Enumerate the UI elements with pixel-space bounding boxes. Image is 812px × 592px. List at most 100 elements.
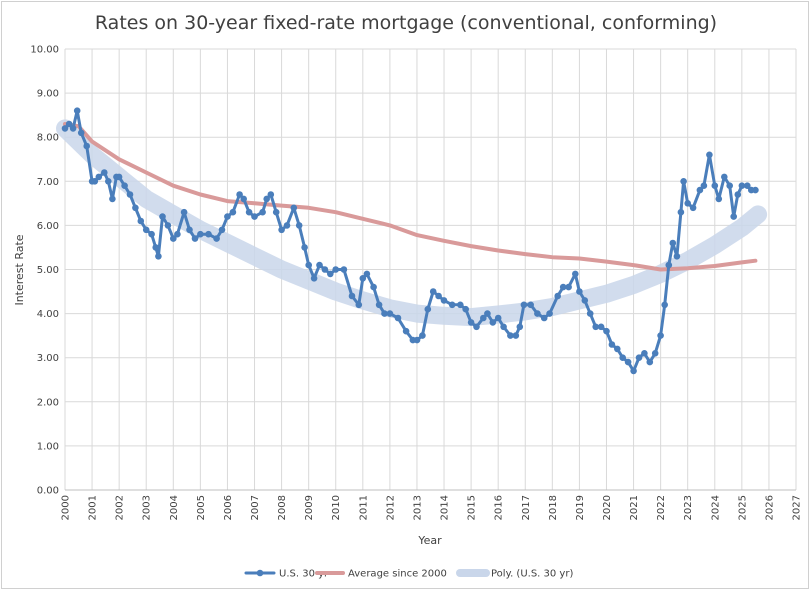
data-point bbox=[321, 266, 329, 273]
data-point bbox=[559, 283, 567, 291]
data-point bbox=[278, 226, 285, 234]
data-point bbox=[730, 213, 737, 220]
y-tick-label: 6.00 bbox=[37, 221, 59, 232]
data-point bbox=[137, 217, 145, 225]
data-point bbox=[370, 283, 377, 291]
x-tick-label: 2019 bbox=[575, 495, 586, 520]
data-point bbox=[105, 178, 112, 185]
y-tick-label: 3.00 bbox=[37, 353, 59, 364]
data-point bbox=[512, 332, 520, 339]
legend-item-u-s-30-yr: U.S. 30 yr bbox=[244, 569, 329, 580]
data-point bbox=[413, 336, 421, 344]
data-point bbox=[534, 310, 541, 317]
data-point bbox=[744, 182, 751, 189]
data-point bbox=[375, 301, 383, 309]
data-point bbox=[69, 125, 77, 132]
x-tick-label: 2018 bbox=[548, 495, 559, 520]
data-point bbox=[115, 173, 123, 181]
data-point bbox=[205, 230, 212, 238]
data-point bbox=[180, 208, 188, 216]
data-point bbox=[480, 314, 487, 322]
data-point bbox=[489, 319, 497, 326]
legend-marker bbox=[256, 569, 264, 577]
data-point bbox=[473, 323, 480, 331]
data-point bbox=[305, 261, 313, 269]
x-tick-label: 2024 bbox=[710, 495, 721, 520]
data-point bbox=[245, 208, 253, 216]
data-point bbox=[608, 341, 616, 348]
x-tick-label: 2002 bbox=[115, 495, 126, 520]
data-point bbox=[565, 283, 572, 291]
x-tick-label: 2015 bbox=[467, 495, 478, 520]
data-point bbox=[677, 208, 685, 216]
data-point bbox=[726, 182, 733, 189]
data-point bbox=[61, 125, 69, 132]
x-tick-label: 2003 bbox=[142, 495, 153, 520]
data-point bbox=[669, 239, 677, 247]
y-tick-label: 7.00 bbox=[37, 177, 59, 188]
x-tick-label: 2020 bbox=[602, 495, 613, 520]
data-point bbox=[218, 226, 226, 234]
axes: 0.00 1.00 2.00 3.00 4.00 5.00 6.00 7.00 8.00 9.00… bbox=[30, 45, 802, 521]
x-tick-label: 2023 bbox=[683, 495, 694, 520]
x-tick-label: 2001 bbox=[88, 495, 99, 520]
legend-item-average-since-2000: Average since 2000 bbox=[315, 569, 447, 580]
legend-label: Average since 2000 bbox=[348, 569, 447, 580]
x-tick-label: 2010 bbox=[331, 495, 342, 520]
data-point bbox=[641, 350, 648, 357]
data-point bbox=[651, 350, 659, 357]
data-point bbox=[661, 301, 668, 309]
x-tick-label: 2000 bbox=[61, 495, 72, 520]
data-point bbox=[603, 327, 610, 335]
data-point bbox=[327, 270, 334, 278]
x-tick-label: 2009 bbox=[304, 495, 315, 520]
series-line-average-since-2000 bbox=[63, 122, 758, 272]
y-axis-label: Interest Rate bbox=[13, 234, 26, 305]
x-tick-label: 2016 bbox=[494, 495, 505, 520]
data-point bbox=[592, 323, 599, 331]
x-tick-label: 2013 bbox=[412, 495, 423, 520]
y-tick-label: 2.00 bbox=[37, 397, 59, 408]
data-point bbox=[121, 182, 128, 189]
data-point bbox=[520, 301, 528, 309]
data-point bbox=[159, 213, 166, 220]
data-point bbox=[272, 208, 280, 216]
data-point bbox=[696, 186, 704, 194]
data-point bbox=[752, 186, 759, 194]
data-point bbox=[684, 200, 691, 207]
data-point bbox=[715, 195, 723, 203]
data-point bbox=[83, 142, 90, 150]
data-point bbox=[673, 252, 681, 260]
data-point bbox=[213, 235, 220, 242]
data-point bbox=[132, 204, 139, 212]
data-point bbox=[540, 314, 548, 322]
x-tick-label: 2021 bbox=[629, 495, 640, 520]
data-point bbox=[263, 195, 271, 203]
data-point bbox=[546, 310, 553, 317]
data-point bbox=[332, 266, 340, 273]
data-point bbox=[484, 310, 491, 317]
y-tick-label: 10.00 bbox=[30, 45, 59, 56]
data-point bbox=[310, 275, 318, 282]
data-point bbox=[419, 332, 426, 339]
legend-label: Poly. (U.S. 30 yr) bbox=[491, 569, 573, 580]
data-point bbox=[619, 354, 626, 362]
legend: U.S. 30 yr Average since 2000 Poly. (U.S. … bbox=[244, 569, 573, 580]
data-point bbox=[554, 292, 561, 300]
x-tick-label: 2005 bbox=[196, 495, 207, 520]
data-point bbox=[340, 266, 348, 273]
data-point bbox=[290, 204, 298, 212]
data-point bbox=[646, 358, 654, 366]
data-point bbox=[316, 261, 323, 269]
data-point bbox=[527, 301, 534, 309]
chart-title: Rates on 30-year fixed-rate mortgage (co… bbox=[95, 12, 717, 34]
data-point bbox=[348, 292, 356, 300]
data-point bbox=[191, 235, 199, 242]
data-point bbox=[259, 208, 266, 216]
x-tick-label: 2011 bbox=[358, 495, 369, 520]
data-point bbox=[91, 178, 99, 185]
data-point bbox=[586, 310, 594, 317]
y-tick-label: 0.00 bbox=[37, 486, 59, 497]
